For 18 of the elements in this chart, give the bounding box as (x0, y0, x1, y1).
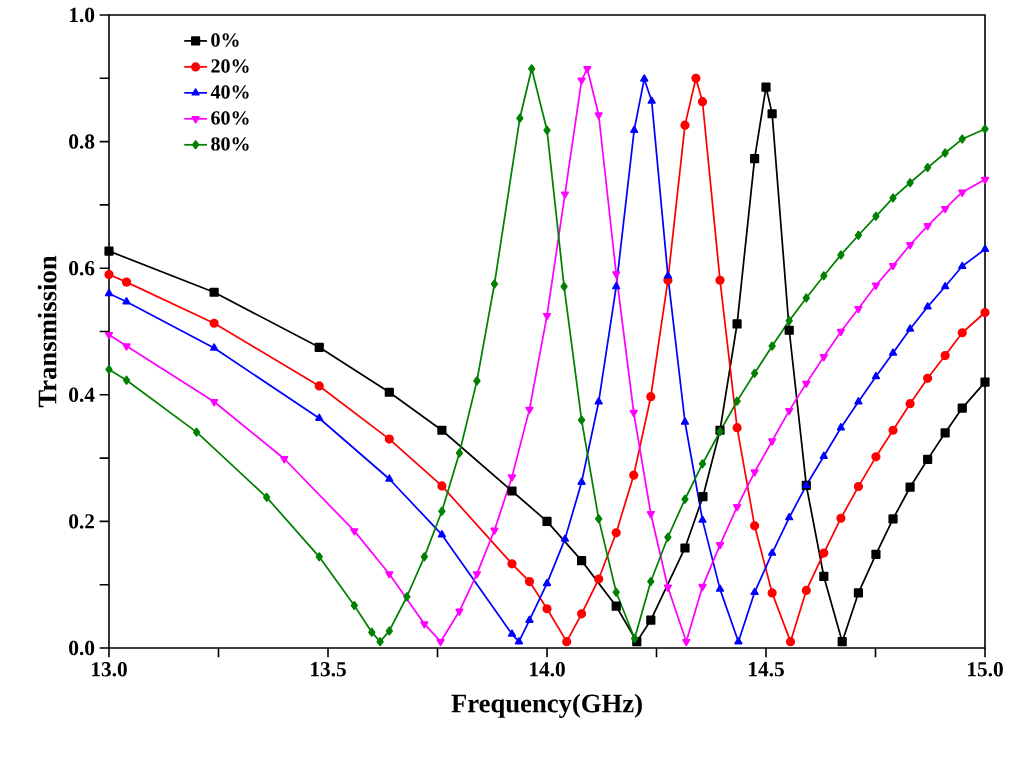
x-tick-label: 13.0 (92, 662, 127, 677)
legend-label: 60% (211, 111, 249, 125)
legend-label: 0% (211, 33, 239, 47)
y-tick-label: 0.2 (69, 514, 95, 529)
legend-label: 80% (211, 137, 249, 151)
y-tick-label: 0.6 (69, 260, 95, 276)
x-tick-label: 14.5 (749, 662, 784, 677)
x-axis-title: Frequency(GHz) (451, 693, 642, 718)
x-tick-label: 14.0 (530, 662, 565, 677)
y-tick-label: 1.0 (70, 7, 95, 23)
legend-label: 40% (210, 85, 249, 99)
x-tick-label: 15.0 (968, 662, 1003, 677)
legend-label: 20% (211, 59, 249, 73)
y-tick-label: 0.8 (69, 134, 95, 149)
x-tick-label: 13.5 (311, 662, 346, 677)
y-axis-title: Transmission (37, 255, 57, 408)
y-tick-label: 0.0 (69, 640, 95, 656)
y-tick-label: 0.4 (69, 387, 95, 403)
